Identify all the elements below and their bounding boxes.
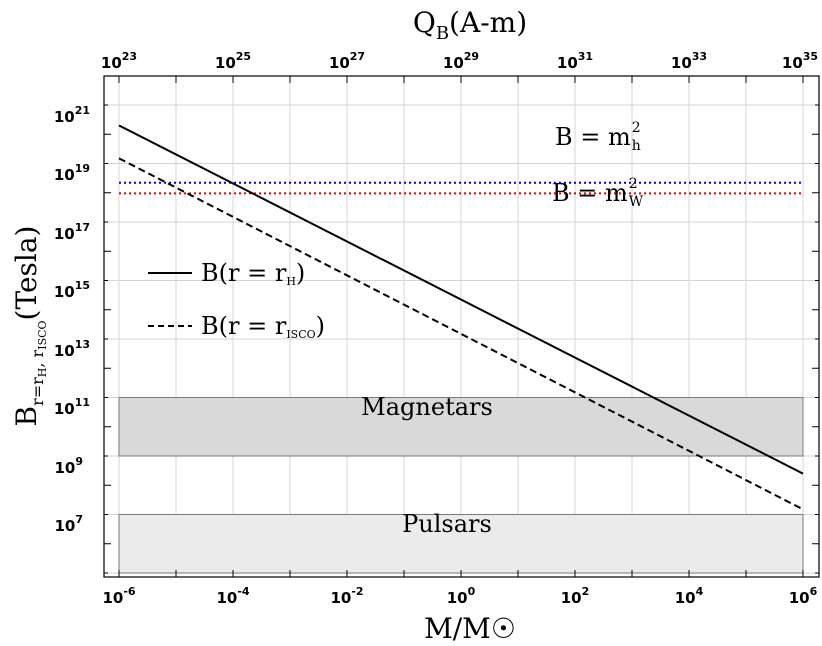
- y-tick-label: 1021: [54, 104, 90, 126]
- series-line-isco: [118, 157, 804, 511]
- legend-label-horizon: B(r = rH): [201, 259, 305, 288]
- plot-area: [103, 75, 820, 578]
- bands: [118, 397, 804, 574]
- top-tick-label: 1033: [671, 50, 707, 72]
- reference-lines: [119, 181, 803, 195]
- band-magnetars: [118, 397, 804, 457]
- top-tick-label: 1027: [329, 50, 365, 72]
- series-lines: [118, 124, 804, 511]
- x-tick-label: 104: [675, 585, 704, 607]
- y-tick-label: 1011: [54, 396, 90, 418]
- top-axis-title: QB(A-m): [413, 6, 527, 44]
- series-line-horizon: [118, 124, 804, 475]
- y-tick-label: 1017: [54, 221, 90, 243]
- top-tick-label: 1035: [782, 50, 818, 72]
- hline-label-higgs: B = m2 h: [555, 120, 641, 154]
- y-tick-label: 1019: [54, 162, 90, 184]
- y-tick-label: 107: [54, 513, 83, 535]
- y-tick-label: 109: [54, 455, 83, 477]
- band-label-pulsars: Pulsars: [402, 510, 492, 538]
- x-tick-label: 10-4: [216, 585, 249, 607]
- top-tick-label: 1029: [443, 50, 479, 72]
- legend-label-isco: B(r = rISCO): [201, 312, 325, 341]
- x-tick-label: 10-2: [330, 585, 363, 607]
- y-tick-label: 1013: [54, 338, 90, 360]
- top-tick-label: 1025: [215, 50, 251, 72]
- band-pulsars: [118, 514, 804, 574]
- top-tick-label: 1023: [101, 50, 137, 72]
- top-tick-label: 1031: [557, 50, 593, 72]
- hline-label-w: B = m2 W: [552, 176, 644, 210]
- x-axis-title: M/M☉: [424, 612, 516, 645]
- x-tick-labels: 10-6 10-4 10-2 100 102 104 106: [102, 585, 817, 607]
- x-tick-label: 100: [447, 585, 476, 607]
- y-axis-title: Br=rH, rISCO(Tesla): [10, 226, 49, 427]
- y-tick-labels: 107 109 1011 1013 1015 1017 1019 1021: [54, 104, 90, 535]
- legend: B(r = rH) B(r = rISCO): [148, 259, 325, 341]
- axis-ticks: [104, 76, 819, 577]
- x-tick-label: 102: [561, 585, 590, 607]
- y-tick-label: 1015: [54, 279, 90, 301]
- x-tick-label: 10-6: [102, 585, 135, 607]
- x-tick-label: 106: [789, 585, 818, 607]
- top-tick-labels: 1023 1025 1027 1029 1031 1033 1035: [101, 50, 818, 72]
- band-label-magnetars: Magnetars: [361, 393, 493, 421]
